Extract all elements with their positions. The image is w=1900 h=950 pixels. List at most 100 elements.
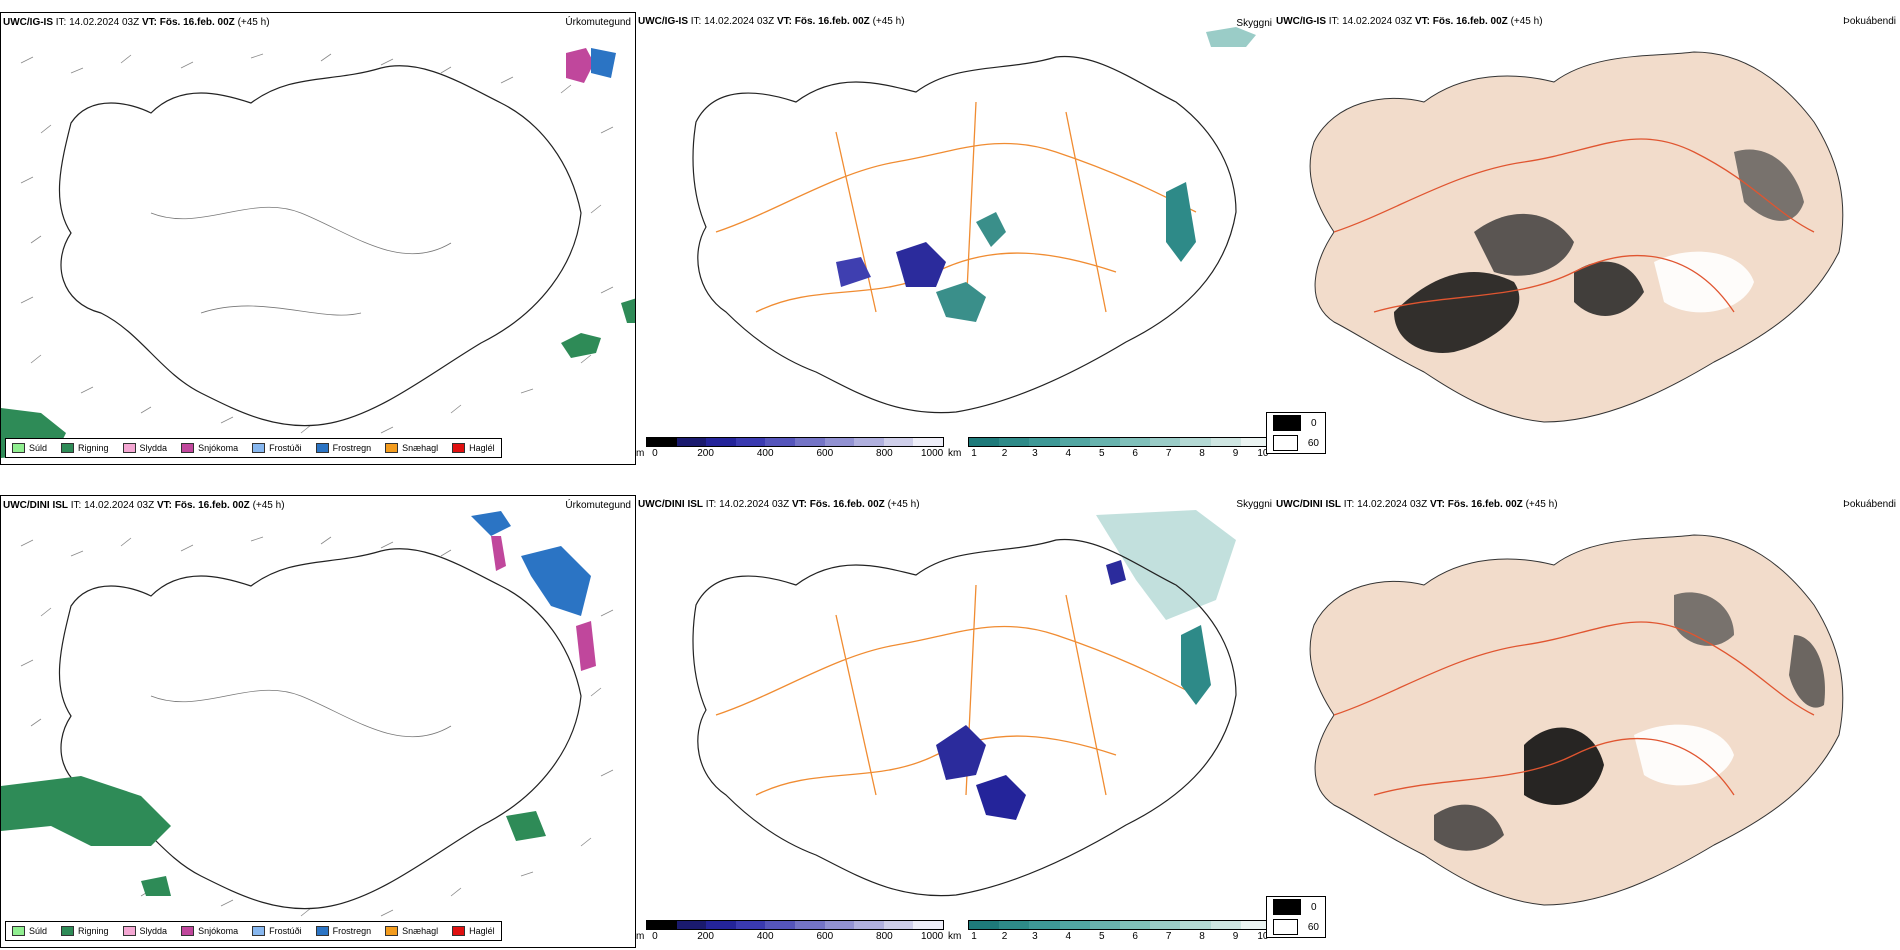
fog-light [1634, 724, 1734, 786]
colorbar-unit-m: m [636, 931, 645, 942]
panel-header: UWC/IG-IS IT: 14.02.2024 03Z VT: Fös. 16… [3, 17, 270, 28]
panel-title: Skyggni [1236, 499, 1272, 510]
visibility-colorbar-km: 1 2 3 4 5 6 7 8 9 10 [968, 437, 1272, 459]
legend-item: Frostúði [252, 443, 302, 453]
legend-item: Snæhagl [385, 443, 438, 453]
visibility-colorbar-m: 0 200 400 600 800 1000 [646, 920, 944, 942]
precip-area-rain [561, 333, 601, 358]
legend-swatch [122, 926, 136, 936]
panel-title: Þokuábendi [1843, 499, 1896, 510]
colorbar-tick: 5 [1098, 448, 1105, 459]
iceland-map [692, 27, 1256, 414]
fog-dark [1394, 272, 1520, 353]
fog-index-legend: 0 60 [1266, 412, 1326, 454]
legend-item: 60 [1267, 917, 1325, 937]
roads [1333, 621, 1815, 796]
visibility-low [896, 242, 946, 287]
panel-header: UWC/IG-IS IT: 14.02.2024 03Z VT: Fös. 16… [1276, 16, 1543, 27]
legend-item: Haglél [452, 926, 495, 936]
legend-item: 0 [1267, 413, 1325, 433]
precip-area-freezing-rain [591, 48, 616, 78]
colorbar-tick: 800 [876, 448, 893, 459]
legend-swatch [452, 926, 466, 936]
legend-item: Súld [12, 926, 47, 936]
iceland-outline [692, 538, 1237, 897]
precip-area-rain [1, 776, 171, 846]
colorbar-swatches [968, 920, 1272, 930]
legend-swatch [452, 443, 466, 453]
legend-item: Rigning [61, 926, 109, 936]
legend-swatch [315, 443, 329, 453]
colorbar-tick: 1000 [920, 931, 944, 942]
panel-title: Úrkomutegund [565, 17, 631, 28]
colorbar-tick: 9 [1232, 448, 1239, 459]
panel-title: Skyggni [1236, 18, 1272, 29]
legend-swatch [385, 926, 399, 936]
fog-index-legend: 0 60 [1266, 896, 1326, 938]
colorbar-tick: 10 [1257, 448, 1269, 459]
colorbar-tick: 0 [652, 448, 658, 459]
legend-item: Slydda [122, 443, 167, 453]
colorbar-tick: 9 [1232, 931, 1239, 942]
precip-type-panel-dini: UWC/DINI ISL IT: 14.02.2024 03Z VT: Fös.… [0, 495, 636, 948]
legend-swatch [1273, 899, 1301, 915]
fog-light [1654, 251, 1754, 313]
colorbar-tick: 6 [1132, 931, 1138, 942]
visibility-sea-haze [1096, 510, 1236, 620]
legend-item: Súld [12, 443, 47, 453]
colorbar-tick: 400 [756, 931, 774, 942]
wind-barbs [20, 536, 614, 917]
legend-item: 60 [1267, 433, 1325, 453]
roads [1333, 138, 1815, 313]
legend-swatch [61, 926, 75, 936]
colorbar-swatches [968, 437, 1272, 447]
colorbar-tick: 600 [816, 931, 834, 942]
visibility-panel-igis: UWC/IG-IS IT: 14.02.2024 03Z VT: Fös. 16… [636, 12, 1274, 465]
legend-swatch [1273, 919, 1298, 935]
colorbar-tick: 0 [652, 931, 658, 942]
legend-swatch [12, 443, 25, 453]
legend-swatch [1273, 435, 1298, 451]
legend-swatch [385, 443, 399, 453]
legend-swatch [315, 926, 329, 936]
iceland-map [1, 48, 635, 458]
legend-item: Haglél [452, 443, 495, 453]
colorbar-tick: 4 [1065, 448, 1072, 459]
panel-title: Úrkomutegund [565, 500, 631, 511]
fog-index-panel-igis: UWC/IG-IS IT: 14.02.2024 03Z VT: Fös. 16… [1274, 12, 1900, 465]
colorbar-swatches [646, 920, 944, 930]
colorbar-tick: 2 [1001, 931, 1008, 942]
panel-header: UWC/IG-IS IT: 14.02.2024 03Z VT: Fös. 16… [638, 16, 905, 27]
fog-index-panel-dini: UWC/DINI ISL IT: 14.02.2024 03Z VT: Fös.… [1274, 495, 1900, 948]
colorbar-tick: 2 [1001, 448, 1008, 459]
legend-item: Snjókoma [181, 443, 238, 453]
colorbar-tick: 3 [1032, 448, 1038, 459]
legend-swatch [61, 443, 75, 453]
colorbar-tick: 8 [1199, 931, 1205, 942]
precip-type-legend: Súld Rigning Slydda Snjókoma Frostúði Fr… [5, 921, 502, 941]
iceland-map [1309, 534, 1844, 906]
colorbar-tick: 1 [971, 931, 977, 942]
colorbar-tick: 800 [876, 931, 893, 942]
colorbar-tick: 1000 [920, 448, 944, 459]
panel-title: Þokuábendi [1843, 16, 1896, 27]
legend-item: 0 [1267, 897, 1325, 917]
legend-item: Slydda [122, 926, 167, 936]
roads [715, 584, 1197, 796]
colorbar-tick: 8 [1199, 448, 1205, 459]
fog-dark [1524, 727, 1604, 805]
legend-swatch [252, 926, 266, 936]
iceland-land [1309, 51, 1844, 423]
panel-header: UWC/DINI ISL IT: 14.02.2024 03Z VT: Fös.… [638, 499, 920, 510]
legend-item: Snjókoma [181, 926, 238, 936]
colorbar-tick: 200 [697, 448, 714, 459]
colorbar-tick: 7 [1165, 931, 1172, 942]
colorbar-tick: 600 [816, 448, 834, 459]
colorbar-tick: 3 [1032, 931, 1038, 942]
colorbar-tick: 400 [756, 448, 774, 459]
colorbar-tick: 7 [1165, 448, 1172, 459]
colorbar-tick: 4 [1065, 931, 1072, 942]
legend-item: Frostregn [315, 443, 371, 453]
iceland-map [1309, 51, 1844, 423]
visibility-panel-dini: UWC/DINI ISL IT: 14.02.2024 03Z VT: Fös.… [636, 495, 1274, 948]
